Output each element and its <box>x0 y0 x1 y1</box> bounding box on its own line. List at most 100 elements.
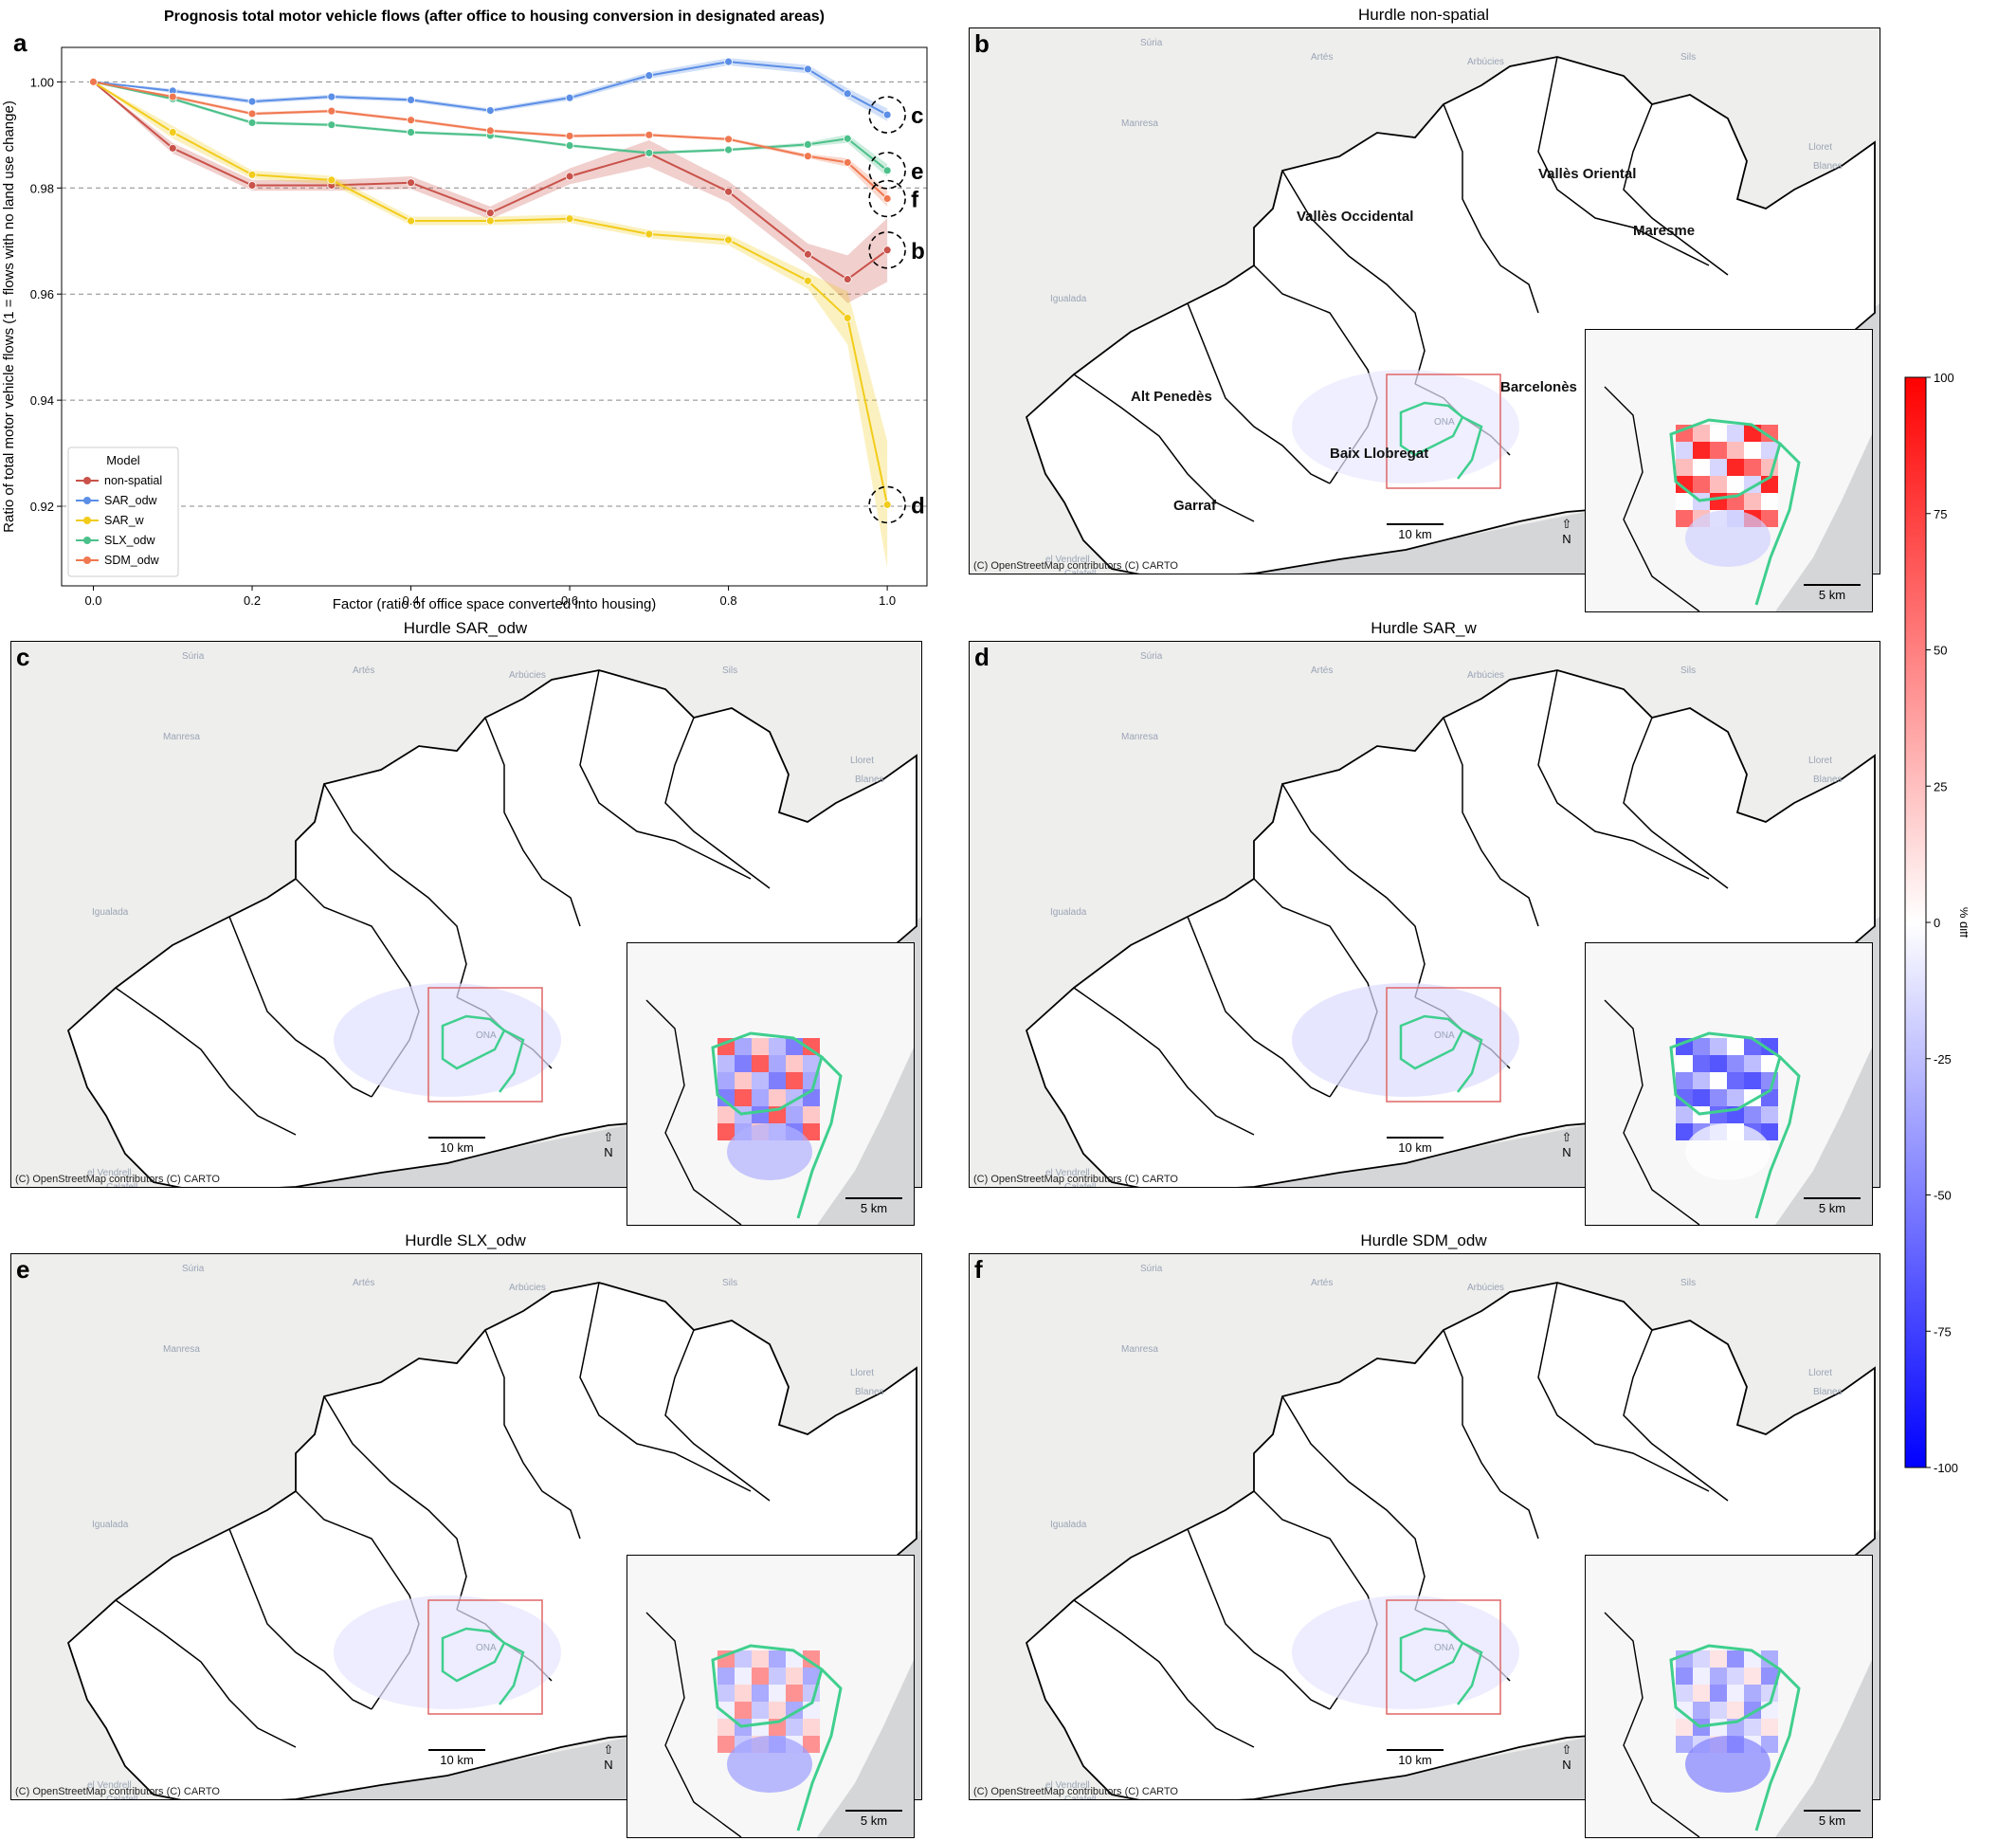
data-point <box>843 134 852 143</box>
north-arrow: ⇧ N <box>1557 1130 1576 1159</box>
scale-label: 5 km <box>860 1201 888 1215</box>
place-label: Manresa <box>1121 118 1158 129</box>
inset-boundary <box>1604 1612 1700 1837</box>
place-label: Igualada <box>92 1520 129 1530</box>
inset-cell <box>1710 1106 1727 1123</box>
colorbar-tick-label: -75 <box>1934 1324 1952 1339</box>
north-label: N <box>1562 1145 1571 1159</box>
comarca-boundary <box>1537 56 1710 266</box>
comarca-boundary <box>1623 1329 1729 1502</box>
data-point <box>645 130 654 139</box>
inset-canvas <box>645 1612 914 1837</box>
annotation-circle <box>868 179 906 218</box>
scale-bar-inset: 5 km <box>845 1810 902 1828</box>
inset-cell <box>717 1685 735 1702</box>
place-label: Sils <box>1680 52 1697 63</box>
inset-map-f: 5 km <box>1585 1555 1873 1838</box>
inset-cell <box>735 1668 752 1685</box>
data-point <box>843 275 852 283</box>
series-SAR_w <box>89 77 892 569</box>
inset-cell <box>803 1038 820 1055</box>
data-point <box>327 120 336 130</box>
colorbar-label: % diff <box>1957 907 1968 939</box>
place-label: Súria <box>1140 1264 1163 1274</box>
legend-marker <box>83 517 91 524</box>
place-label: Súria <box>182 651 205 662</box>
inset-cell <box>1761 1719 1778 1736</box>
north-arrow-icon: ⇧ <box>603 1130 614 1144</box>
confidence-band <box>93 82 888 569</box>
inset-cell <box>769 1685 786 1702</box>
inset-cell <box>1710 1685 1727 1702</box>
inset-cell <box>752 1089 769 1106</box>
annotation-circle <box>868 96 906 134</box>
inset-cell <box>1693 1038 1710 1055</box>
colorbar-tick-label: 50 <box>1934 644 1947 658</box>
inset-cell <box>752 1668 769 1685</box>
inset-cell <box>769 1089 786 1106</box>
inset-cell <box>1761 1106 1778 1123</box>
inset-cell <box>1761 1650 1778 1668</box>
inset-designated-area <box>1754 1668 1801 1832</box>
inset-cell <box>735 1055 752 1072</box>
inset-cell <box>1693 425 1710 442</box>
inset-designated-area <box>1669 1031 1782 1116</box>
confidence-band <box>93 82 888 303</box>
scale-line <box>1387 1137 1444 1139</box>
place-label: Súria <box>1140 38 1163 48</box>
x-tick-label: 1.0 <box>879 593 896 608</box>
map-credit: (C) OpenStreetMap contributors (C) CARTO <box>973 560 1178 572</box>
inset-cell <box>717 1055 735 1072</box>
map-credit: (C) OpenStreetMap contributors (C) CARTO <box>973 1174 1178 1185</box>
inset-cell <box>1693 1650 1710 1668</box>
scale-bar-main: 10 km <box>428 1137 485 1155</box>
scale-label: 10 km <box>1398 1140 1432 1155</box>
annotation-circle <box>868 230 906 269</box>
data-point <box>882 246 892 255</box>
data-point <box>565 172 574 181</box>
inset-cell <box>1676 442 1693 459</box>
designated-area <box>1457 1029 1483 1093</box>
designated-area <box>1399 401 1464 457</box>
data-point <box>803 249 812 259</box>
data-point <box>485 126 495 136</box>
inset-designated-area <box>796 1055 843 1219</box>
inset-zone <box>1685 510 1771 567</box>
inset-cell <box>769 1055 786 1072</box>
map-credit: (C) OpenStreetMap contributors (C) CARTO <box>973 1786 1178 1797</box>
designated-area <box>441 1627 506 1683</box>
inset-cell <box>735 1038 752 1055</box>
panel-letter-e: e <box>16 1255 30 1284</box>
inset-cell <box>752 1106 769 1123</box>
inset-cell <box>1744 442 1761 459</box>
comarca-boundary <box>664 1329 771 1502</box>
place-label: ONA <box>1434 1030 1455 1041</box>
inset-cell <box>1693 1702 1710 1719</box>
legend: Model non-spatial SAR_odw SAR_w SLX_odw SDM_o… <box>67 447 179 577</box>
colorbar-tick-label: -50 <box>1934 1189 1952 1203</box>
comarca-boundary <box>1623 717 1729 889</box>
inset-cell <box>803 1055 820 1072</box>
place-label: Calafell <box>1064 1182 1097 1188</box>
inset-map-e: 5 km <box>627 1555 915 1838</box>
inset-designated-area <box>1669 418 1782 502</box>
place-label: Sils <box>722 665 738 676</box>
inset-locator <box>1386 987 1501 1103</box>
data-point <box>724 235 733 245</box>
scale-bar-main: 10 km <box>428 1749 485 1767</box>
comarca-boundary <box>1187 302 1331 484</box>
comarca-boundary <box>1281 783 1426 998</box>
data-point <box>407 178 415 188</box>
place-label: Blanes <box>1813 775 1843 785</box>
comarca-boundary <box>1073 1599 1255 1748</box>
legend-marker <box>83 537 91 544</box>
inset-cell <box>769 1702 786 1719</box>
series-SDM_odw <box>89 77 892 207</box>
data-point <box>247 97 257 106</box>
place-label: el Vendrell <box>1045 1168 1090 1178</box>
data-point <box>565 141 574 150</box>
scale-line <box>428 1749 485 1751</box>
place-label: Igualada <box>1050 1520 1087 1530</box>
comarca-boundary <box>484 717 581 927</box>
scale-label: 5 km <box>1818 588 1846 602</box>
